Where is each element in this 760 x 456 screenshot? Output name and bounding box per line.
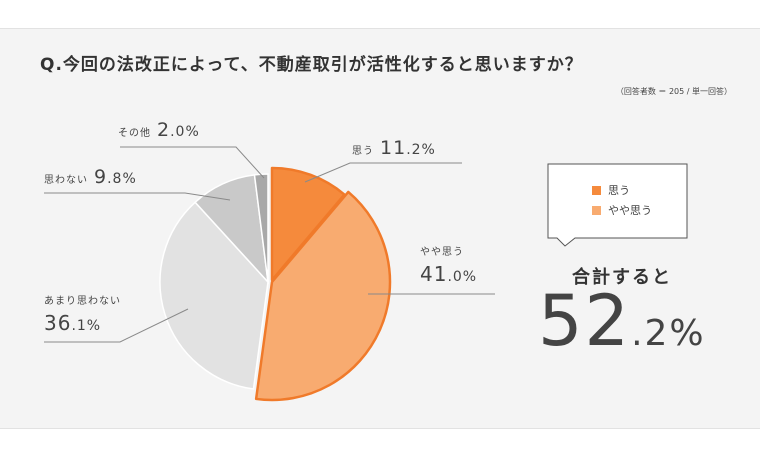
label-sonota-name: その他 xyxy=(118,128,151,139)
label-amari-name: あまり思わない xyxy=(44,296,121,307)
label-omou-int: 11 xyxy=(380,137,407,159)
respondent-note: （回答者数 ＝ 205 / 単一回答） xyxy=(615,87,732,96)
label-amari: あまり思わない 36.1% xyxy=(44,292,121,335)
label-omowanai-dec: .8% xyxy=(107,171,137,187)
legend-swatch-omou xyxy=(592,185,601,195)
label-omowanai-name: 思わない xyxy=(44,175,88,186)
label-omou-dec: .2% xyxy=(406,142,436,158)
label-sonota: その他 2.0% xyxy=(118,119,200,141)
leader-line-omowanai xyxy=(44,192,231,201)
legend-callout-box xyxy=(547,163,688,247)
label-omou-name: 思う xyxy=(352,146,374,157)
label-omou: 思う 11.2% xyxy=(352,137,436,159)
question-title: Q.今回の法改正によって、不動産取引が活性化すると思いますか？ xyxy=(40,55,583,75)
slice-yaya-omou xyxy=(254,190,392,402)
label-amari-int: 36 xyxy=(44,311,72,335)
total-value-dec: .2% xyxy=(631,313,706,354)
total-value: 52.2% xyxy=(538,286,706,356)
total-value-int: 52 xyxy=(538,280,632,362)
label-omowanai: 思わない 9.8% xyxy=(44,166,137,188)
total-label: 合計すると xyxy=(572,267,672,288)
label-amari-dec: .1% xyxy=(71,318,102,334)
label-yaya-omou: やや思う 41.0% xyxy=(420,243,500,286)
slice-omou xyxy=(270,166,346,282)
label-yaya-omou-name: やや思う xyxy=(420,247,464,258)
leader-line-omou xyxy=(304,162,462,183)
label-sonota-dec: .0% xyxy=(170,124,200,140)
label-omowanai-int: 9 xyxy=(94,166,108,188)
label-sonota-int: 2 xyxy=(157,119,171,141)
legend-label-omou: 思う xyxy=(608,184,630,197)
legend-item-yaya-omou: やや思う xyxy=(592,200,652,220)
leader-line-sonota xyxy=(120,146,265,179)
label-yaya-omou-dec: .0% xyxy=(447,269,478,285)
legend: 思う やや思う xyxy=(592,180,652,220)
legend-item-omou: 思う xyxy=(592,180,652,200)
label-yaya-omou-int: 41 xyxy=(420,262,448,286)
leader-line-amari xyxy=(44,308,189,343)
legend-label-yaya-omou: やや思う xyxy=(608,204,652,217)
slice-amari xyxy=(159,201,269,390)
legend-swatch-yaya-omou xyxy=(592,205,601,215)
